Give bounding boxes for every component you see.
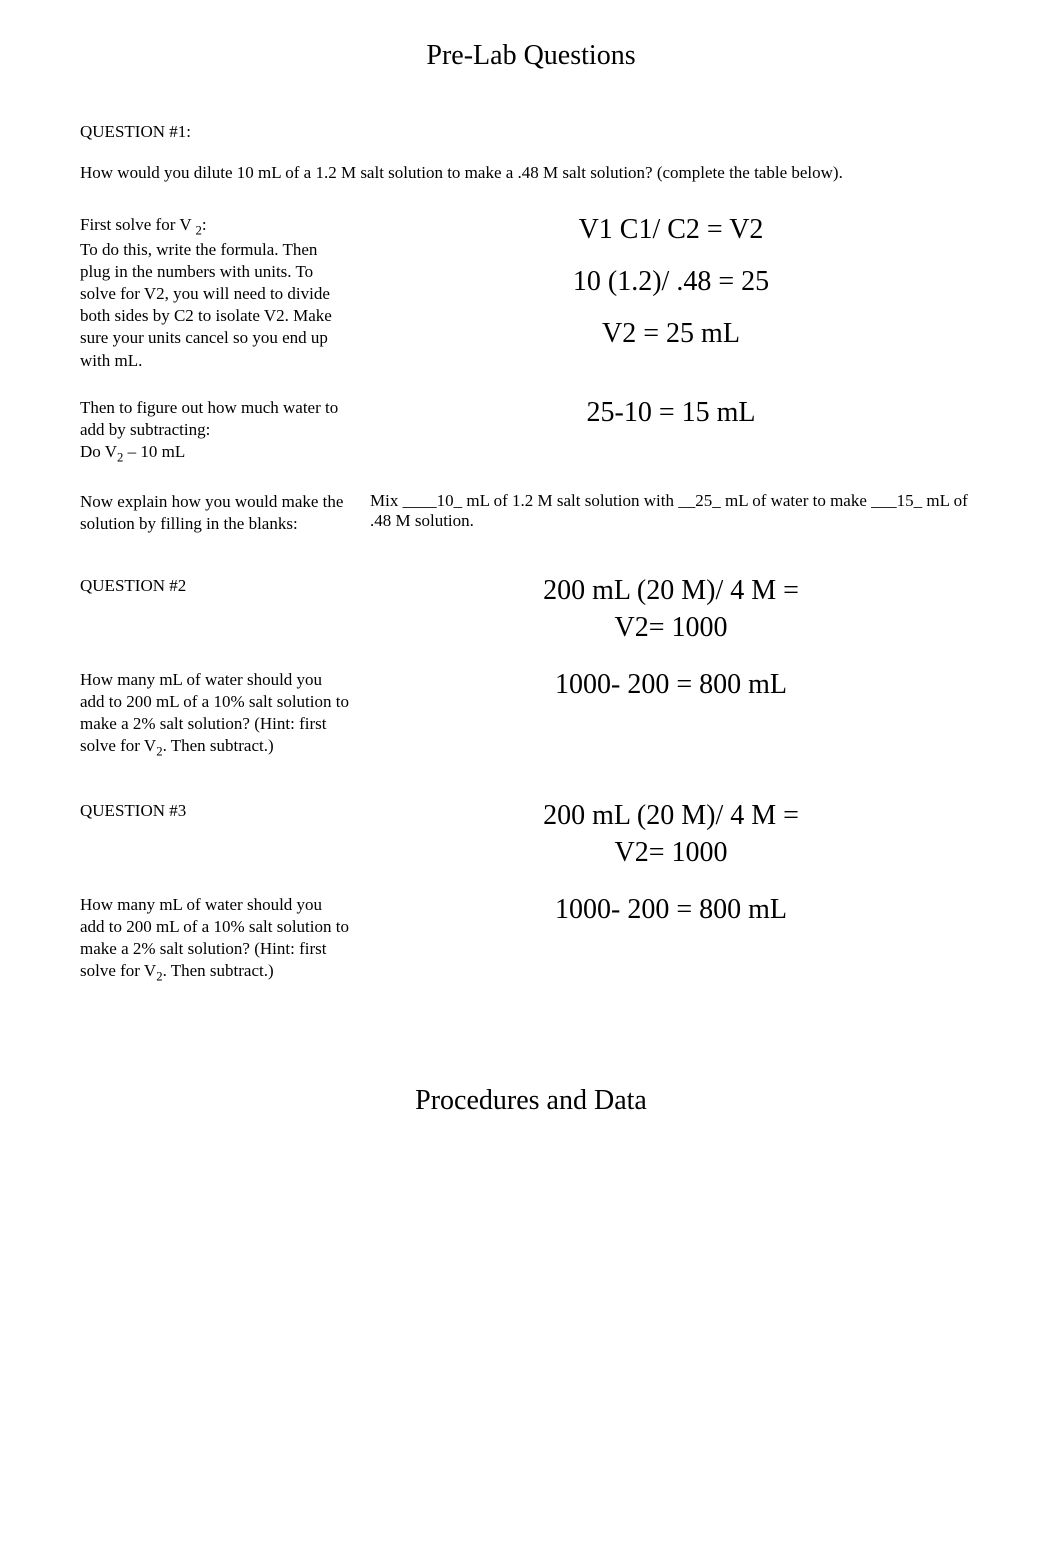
q2-text: How many mL of water should you add to 2… — [80, 669, 360, 760]
q3-eq3: 1000- 200 = 800 mL — [360, 894, 982, 926]
q3-row-1: QUESTION #3 200 mL (20 M)/ 4 M = V2= 100… — [80, 800, 982, 869]
q1-left-3: Now explain how you would make the solut… — [80, 491, 360, 535]
q1-row-2: Then to figure out how much water to add… — [80, 397, 982, 466]
q1-header: QUESTION #1: — [80, 122, 982, 142]
q1-eq3: V2 = 25 mL — [360, 318, 982, 350]
q1-eq2: 10 (1.2)/ .48 = 25 — [360, 266, 982, 298]
q1-left1a: First solve for V — [80, 215, 196, 234]
page-title: Pre-Lab Questions — [80, 40, 982, 72]
q1-left2a: Then to figure out how much water to add… — [80, 398, 338, 439]
q1-left1a-tail: : — [202, 215, 207, 234]
q2-eq3: 1000- 200 = 800 mL — [360, 669, 982, 701]
q3-row-2: How many mL of water should you add to 2… — [80, 894, 982, 985]
q1-eq1: V1 C1/ C2 = V2 — [360, 214, 982, 246]
q2-eq1: 200 mL (20 M)/ 4 M = — [360, 575, 982, 607]
q3-text: How many mL of water should you add to 2… — [80, 894, 360, 985]
q1-left1b: To do this, write the formula. Then plug… — [80, 240, 332, 369]
q3-equations-1: 200 mL (20 M)/ 4 M = V2= 1000 — [360, 800, 982, 869]
q1-left-2: Then to figure out how much water to add… — [80, 397, 360, 466]
q3-eq1: 200 mL (20 M)/ 4 M = — [360, 800, 982, 832]
q3-header: QUESTION #3 — [80, 800, 360, 822]
q1-equations-1: V1 C1/ C2 = V2 10 (1.2)/ .48 = 25 V2 = 2… — [360, 214, 982, 350]
q1-mix-val2: 25 — [695, 491, 712, 510]
q1-row-1: First solve for V 2: To do this, write t… — [80, 214, 982, 372]
q1-mix-pre: Mix ____ — [370, 491, 437, 510]
q2-equations-1: 200 mL (20 M)/ 4 M = V2= 1000 — [360, 575, 982, 644]
q1-row-3: Now explain how you would make the solut… — [80, 491, 982, 535]
q1-left2b-pre: Do V — [80, 442, 117, 461]
q2-row-2: How many mL of water should you add to 2… — [80, 669, 982, 760]
q1-mix-mid2: _ mL of water to make ___ — [712, 491, 896, 510]
q2-text-post: . Then subtract.) — [163, 736, 274, 755]
q2-header: QUESTION #2 — [80, 575, 360, 597]
q1-left2b-post: – 10 mL — [123, 442, 185, 461]
q3-eq2: V2= 1000 — [360, 837, 982, 869]
q2-row-1: QUESTION #2 200 mL (20 M)/ 4 M = V2= 100… — [80, 575, 982, 644]
q1-left-1: First solve for V 2: To do this, write t… — [80, 214, 360, 372]
q1-mix-mid1: _ mL of 1.2 M salt solution with __ — [454, 491, 696, 510]
q2-eq2: V2= 1000 — [360, 612, 982, 644]
q3-text-post: . Then subtract.) — [163, 961, 274, 980]
procedures-heading: Procedures and Data — [80, 1085, 982, 1117]
q1-mix-answer: Mix ____10_ mL of 1.2 M salt solution wi… — [360, 491, 982, 531]
q1-mix-val1: 10 — [437, 491, 454, 510]
q1-intro: How would you dilute 10 mL of a 1.2 M sa… — [80, 162, 982, 184]
q1-mix-val3: 15 — [897, 491, 914, 510]
q1-eq4: 25-10 = 15 mL — [360, 397, 982, 429]
